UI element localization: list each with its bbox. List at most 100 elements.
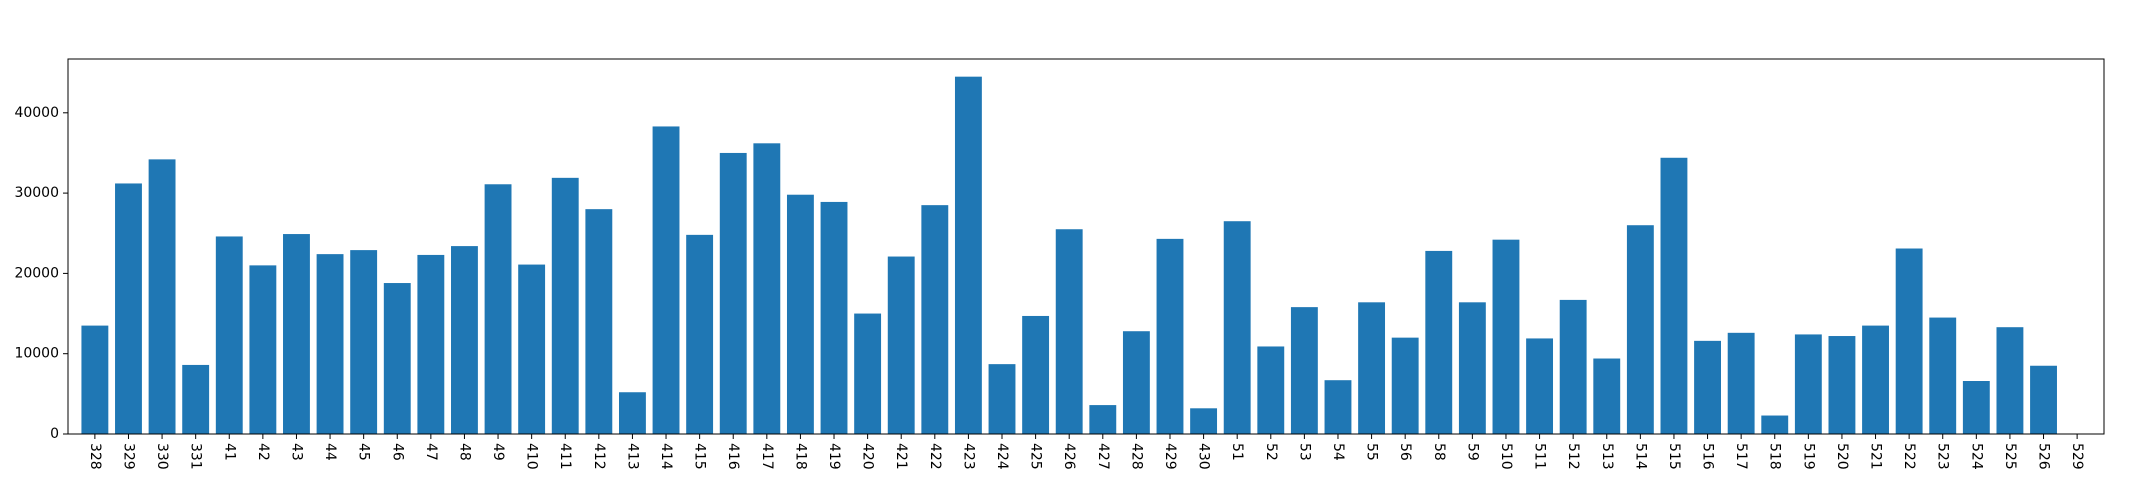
x-tick-label: 42 [255,443,271,461]
bar-46 [383,283,411,434]
bar-411 [551,177,579,434]
x-tick-label: 525 [2002,443,2018,470]
x-tick-label: 45 [356,443,372,461]
bar-424 [988,364,1016,434]
x-tick-label: 419 [826,443,842,470]
bar-425 [1022,315,1050,434]
x-tick-label: 328 [87,443,103,470]
bar-515 [1660,157,1688,434]
bar-49 [484,184,512,434]
x-tick-label: 417 [759,443,775,470]
bar-525 [1996,327,2024,434]
bar-426 [1055,229,1083,434]
y-tick-label: 0 [50,426,59,442]
bar-410 [518,264,546,434]
bar-520 [1828,336,1856,434]
x-tick-label: 414 [658,443,674,470]
bar-419 [820,201,848,434]
y-tick-label: 20000 [14,265,59,281]
bar-413 [619,392,646,434]
x-tick-label: 47 [423,443,439,461]
x-tick-label: 330 [154,443,170,470]
x-tick-label: 41 [221,443,237,461]
bar-412 [585,209,613,434]
x-tick-label: 43 [288,443,304,461]
bars-group [81,76,2057,435]
x-tick-label: 430 [1196,443,1212,470]
x-tick-label: 410 [524,443,540,470]
bar-414 [652,126,680,434]
bar-415 [686,234,714,434]
x-tick-label: 526 [2036,443,2052,470]
bar-417 [753,143,781,434]
x-tick-label: 425 [1028,443,1044,470]
bar-516 [1694,340,1721,434]
bar-43 [283,234,310,434]
bar-522 [1895,248,1923,434]
bar-518 [1761,415,1789,434]
x-tick-label: 411 [557,443,573,470]
x-tick-label: 517 [1733,443,1749,470]
bar-58 [1425,250,1453,434]
x-tick-label: 427 [1095,443,1111,470]
bar-524 [1962,381,1990,434]
x-tick-label: 510 [1498,443,1514,470]
bar-53 [1290,307,1318,434]
x-tick-label: 54 [1330,443,1346,461]
x-tick-label: 53 [1296,443,1312,461]
bar-41 [215,236,243,434]
bar-51 [1223,221,1251,434]
bar-517 [1727,332,1755,434]
x-axis-ticks: 328 329 330 331 41 42 43 44 45 46 47 48 49 410 411 412 4… [87,434,2085,470]
x-tick-label: 514 [1632,443,1648,470]
bar-514 [1626,225,1654,434]
x-tick-label: 413 [624,443,640,470]
x-tick-label: 55 [1364,443,1380,461]
bar-523 [1929,317,1957,434]
x-tick-label: 415 [692,443,708,470]
bar-420 [854,313,882,434]
x-tick-label: 59 [1464,443,1480,461]
x-tick-label: 421 [893,443,909,470]
x-tick-label: 46 [389,443,405,461]
bar-521 [1862,325,1889,434]
x-tick-label: 523 [1935,443,1951,470]
bar-42 [249,265,277,434]
bar-428 [1122,331,1150,434]
x-tick-label: 428 [1128,443,1144,470]
bar-54 [1324,380,1352,434]
x-tick-label: 56 [1397,443,1413,461]
y-tick-label: 40000 [14,105,59,121]
x-tick-label: 331 [188,443,204,470]
x-tick-label: 51 [1229,443,1245,461]
bar-44 [316,254,344,434]
bar-423 [954,76,982,435]
bar-421 [887,256,915,434]
bar-519 [1794,334,1822,434]
x-tick-label: 511 [1532,443,1548,470]
plot-frame [67,58,2105,435]
x-tick-label: 418 [792,443,808,470]
x-tick-label: 416 [725,443,741,470]
bar-526 [2030,365,2057,434]
bar-430 [1190,408,1218,434]
x-tick-label: 521 [1868,443,1884,470]
bar-418 [786,194,814,434]
x-tick-label: 58 [1431,443,1447,461]
x-tick-label: 329 [120,443,136,470]
x-tick-label: 48 [456,443,472,461]
x-tick-label: 529 [2069,443,2085,470]
bar-48 [451,246,478,434]
bar-45 [350,250,378,434]
bar-52 [1257,346,1285,434]
bar-511 [1526,338,1554,434]
x-tick-label: 44 [322,443,338,461]
bar-329 [115,183,142,434]
bar-512 [1559,299,1587,434]
x-tick-label: 49 [490,443,506,461]
x-tick-label: 515 [1666,443,1682,470]
x-tick-label: 522 [1901,443,1917,470]
x-tick-label: 52 [1263,443,1279,461]
bar-55 [1358,302,1386,434]
x-tick-label: 412 [591,443,607,470]
